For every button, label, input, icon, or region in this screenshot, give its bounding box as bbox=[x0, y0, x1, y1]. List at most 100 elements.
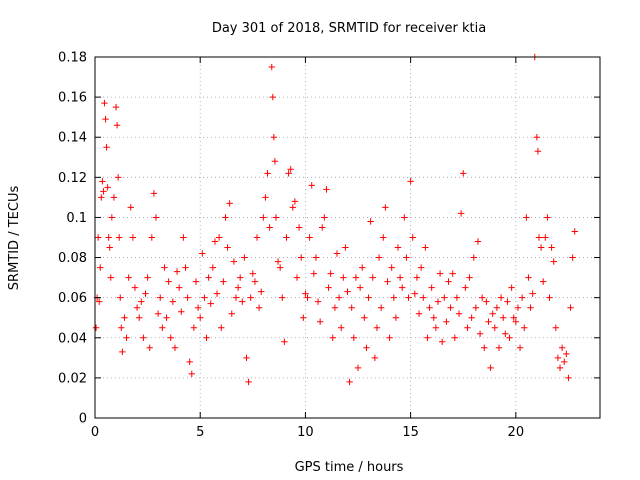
data-point bbox=[472, 304, 480, 311]
data-point bbox=[373, 324, 381, 331]
data-point bbox=[523, 214, 530, 221]
data-point bbox=[413, 274, 421, 281]
data-point bbox=[487, 364, 494, 372]
y-tick-label: 0.02 bbox=[58, 371, 87, 386]
data-point bbox=[304, 294, 311, 301]
data-point bbox=[100, 188, 107, 195]
x-tick-label: 5 bbox=[196, 425, 204, 440]
data-point bbox=[152, 214, 160, 221]
data-point bbox=[239, 298, 246, 305]
data-point bbox=[329, 334, 336, 341]
data-point bbox=[205, 274, 212, 281]
data-point bbox=[243, 354, 250, 362]
y-tick-label: 0 bbox=[79, 412, 87, 427]
y-tick-label: 0.04 bbox=[58, 331, 87, 346]
data-point bbox=[220, 278, 227, 285]
data-point bbox=[211, 238, 219, 245]
x-tick-label: 0 bbox=[91, 425, 99, 440]
data-point bbox=[474, 238, 482, 245]
x-axis-ticks: 0 5 10 15 20 bbox=[91, 57, 524, 440]
data-point bbox=[114, 174, 122, 181]
data-point bbox=[382, 204, 389, 211]
data-point bbox=[527, 304, 534, 311]
data-point bbox=[346, 378, 353, 386]
data-point bbox=[394, 244, 402, 251]
data-point bbox=[131, 284, 139, 291]
data-point bbox=[533, 134, 541, 141]
data-point bbox=[409, 234, 416, 241]
data-point bbox=[417, 264, 425, 271]
data-point bbox=[546, 294, 553, 301]
data-point bbox=[548, 244, 555, 251]
data-point bbox=[319, 224, 326, 231]
x-tick-label: 20 bbox=[508, 425, 525, 440]
data-point bbox=[451, 334, 459, 341]
data-point bbox=[550, 258, 557, 265]
data-point bbox=[271, 158, 279, 165]
data-point bbox=[98, 194, 105, 201]
data-point bbox=[102, 115, 109, 123]
data-point bbox=[115, 234, 123, 241]
data-point bbox=[119, 348, 126, 356]
data-point bbox=[354, 364, 362, 372]
data-point bbox=[161, 264, 168, 271]
data-point bbox=[331, 304, 339, 311]
data-point bbox=[468, 314, 475, 321]
data-point bbox=[173, 268, 181, 275]
data-point bbox=[352, 274, 360, 281]
data-point bbox=[218, 324, 225, 331]
x-tick-label: 10 bbox=[297, 425, 314, 440]
data-point bbox=[268, 63, 275, 71]
data-point bbox=[276, 264, 284, 271]
data-point bbox=[117, 294, 124, 301]
data-point bbox=[125, 274, 132, 281]
data-point bbox=[483, 298, 490, 305]
data-point bbox=[438, 338, 446, 345]
data-point bbox=[138, 298, 145, 305]
data-point bbox=[180, 234, 187, 241]
data-point bbox=[424, 334, 431, 341]
data-point bbox=[321, 214, 328, 221]
data-point bbox=[567, 304, 574, 311]
data-point bbox=[113, 121, 121, 129]
y-tick-label: 0.06 bbox=[58, 291, 87, 306]
data-point bbox=[377, 304, 385, 311]
y-tick-label: 0.1 bbox=[66, 211, 87, 226]
data-point bbox=[157, 294, 164, 301]
data-point bbox=[500, 314, 507, 321]
data-point bbox=[493, 304, 501, 311]
data-point bbox=[464, 324, 471, 331]
data-point bbox=[213, 290, 221, 297]
data-point bbox=[466, 274, 473, 281]
data-point bbox=[255, 304, 263, 311]
data-point bbox=[563, 350, 570, 358]
data-point bbox=[359, 264, 366, 271]
y-tick-label: 0.18 bbox=[58, 51, 87, 66]
data-point bbox=[291, 198, 299, 205]
data-point bbox=[388, 264, 395, 271]
data-point bbox=[361, 314, 368, 321]
data-point bbox=[103, 144, 110, 151]
data-point bbox=[521, 324, 528, 331]
data-point bbox=[384, 278, 391, 285]
data-point bbox=[262, 194, 269, 201]
data-point bbox=[199, 250, 206, 257]
data-point bbox=[107, 274, 114, 281]
data-point bbox=[105, 234, 112, 241]
data-point bbox=[558, 344, 566, 352]
data-point bbox=[306, 234, 313, 241]
data-point bbox=[264, 170, 271, 177]
y-axis-label: SRMTID / TECUs bbox=[7, 186, 22, 291]
data-point bbox=[175, 284, 183, 291]
data-point bbox=[209, 264, 217, 271]
data-point bbox=[518, 294, 526, 301]
data-point bbox=[495, 344, 503, 352]
data-point bbox=[434, 298, 442, 305]
data-point bbox=[367, 218, 374, 225]
data-point bbox=[295, 224, 303, 231]
data-point bbox=[129, 234, 137, 241]
data-point bbox=[508, 284, 515, 291]
y-tick-label: 0.12 bbox=[58, 171, 87, 186]
x-axis-label: GPS time / hours bbox=[295, 460, 404, 475]
data-point bbox=[228, 310, 235, 317]
